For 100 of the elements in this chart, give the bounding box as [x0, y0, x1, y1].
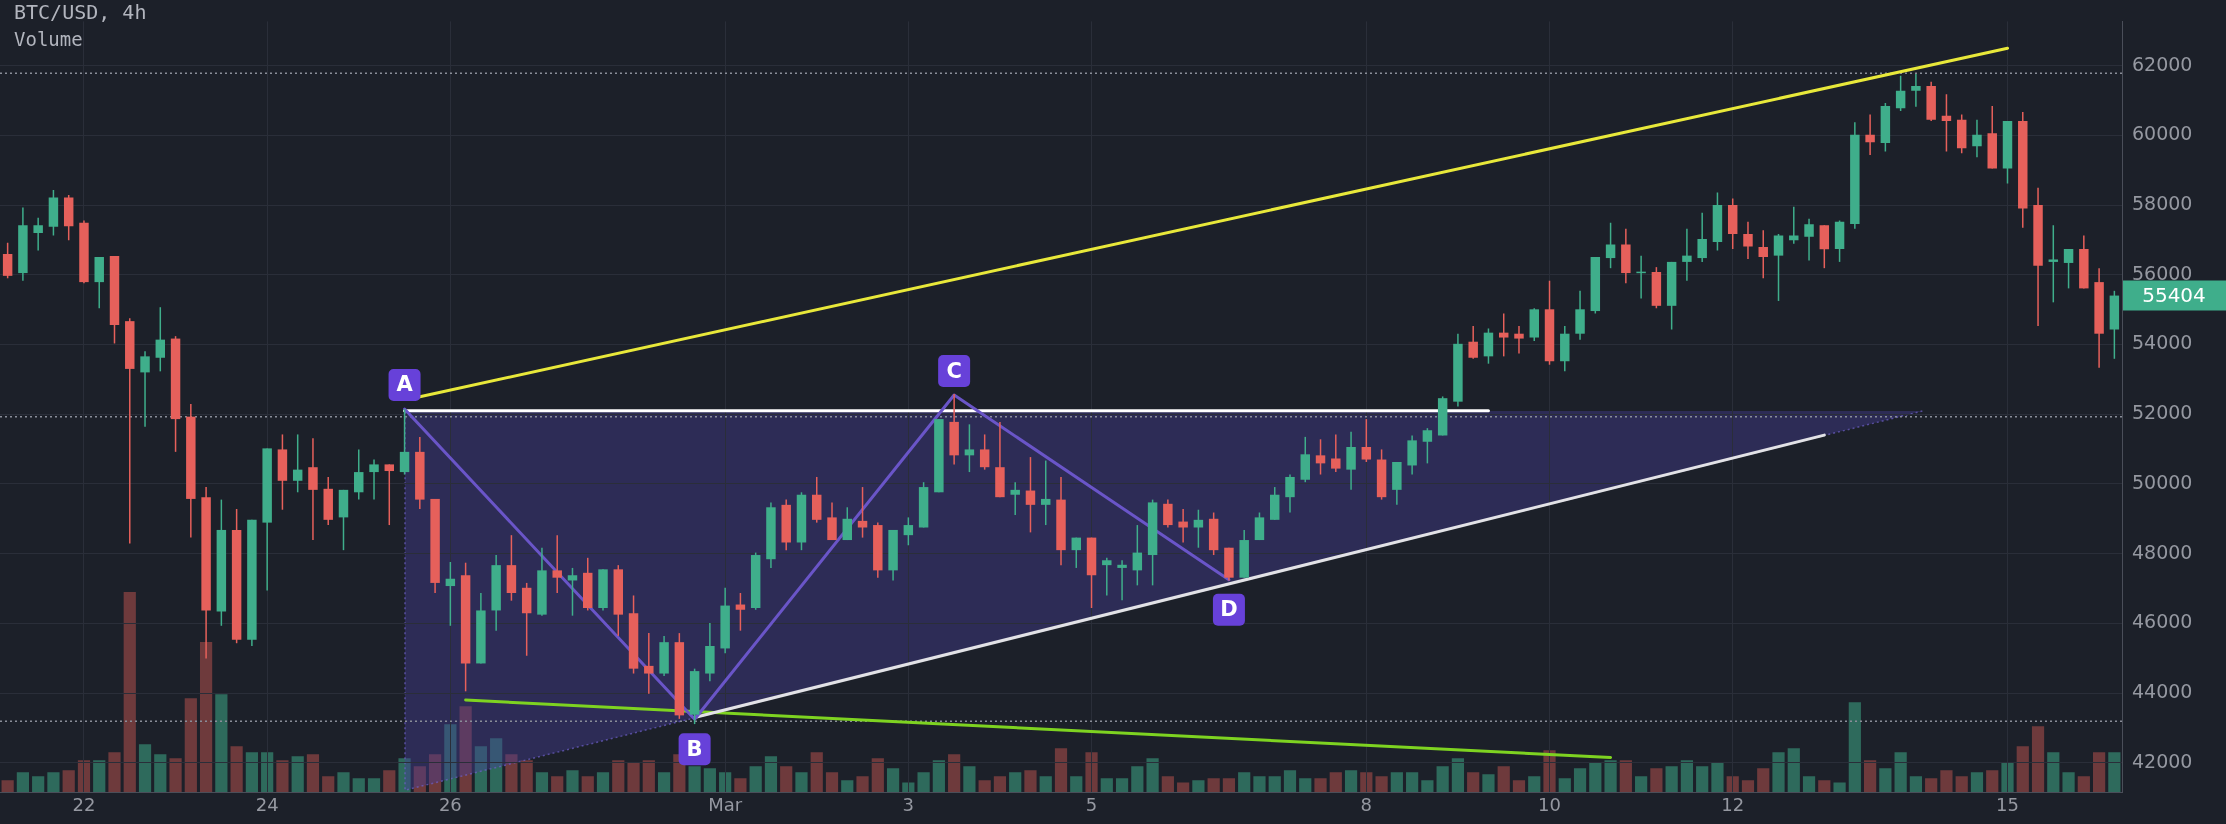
bar: [1, 780, 14, 793]
candlestick: [1483, 327, 1494, 365]
bar: [1329, 772, 1342, 793]
bar: [1940, 770, 1953, 793]
bar: [612, 760, 625, 793]
bar: [1146, 758, 1159, 793]
candlestick: [155, 306, 166, 373]
bar: [47, 772, 60, 793]
bar: [1054, 748, 1068, 793]
bar: [93, 760, 106, 793]
bar: [795, 772, 808, 793]
candlestick: [1331, 433, 1341, 473]
bar: [291, 756, 304, 793]
bar: [1665, 766, 1678, 793]
bar: [1238, 772, 1251, 793]
bar: [428, 754, 442, 793]
candlestick: [979, 433, 990, 471]
bar: [1833, 782, 1846, 793]
bar: [199, 642, 213, 793]
candlestick: [1117, 559, 1127, 602]
y-tick-label: 48000: [2132, 540, 2193, 563]
bar: [32, 776, 45, 793]
bar: [1406, 772, 1419, 793]
bar: [1848, 702, 1861, 793]
bar: [932, 760, 945, 793]
candlestick: [399, 408, 410, 476]
bar: [1344, 770, 1358, 793]
bar: [276, 760, 289, 793]
y-tick-label: 44000: [2132, 680, 2193, 702]
candlestick: [1743, 221, 1753, 260]
candlestick: [445, 561, 456, 627]
bar: [1299, 778, 1312, 793]
bar: [596, 772, 610, 793]
text: 55404: [2142, 282, 2206, 307]
y-tick-label: 54000: [2132, 331, 2193, 354]
bar: [780, 766, 793, 793]
candlestick: [1361, 418, 1372, 463]
bar: [1482, 774, 1495, 793]
bar: [764, 756, 778, 793]
bar: [184, 698, 197, 793]
bar: [474, 746, 487, 793]
bar: [902, 782, 915, 793]
candlestick: [1285, 473, 1295, 514]
bar: [581, 776, 594, 793]
bar: [1177, 782, 1190, 793]
x-tick-label: 15: [1996, 793, 2019, 815]
bar: [856, 776, 869, 793]
candlestick: [567, 567, 578, 617]
bar: [322, 776, 335, 793]
bar: [2092, 752, 2106, 793]
candlestick: [1102, 557, 1112, 597]
candlestick: [33, 216, 43, 252]
candlestick: [1941, 93, 1952, 153]
bar: [1589, 762, 1602, 793]
data-label: A: [396, 372, 414, 397]
bar: [2016, 746, 2029, 793]
bar: [245, 752, 258, 793]
candlestick: [1514, 325, 1524, 355]
bar: [1772, 752, 1785, 793]
bar: [551, 776, 564, 793]
bar: [383, 770, 396, 793]
y-tick-label: 56000: [2132, 261, 2193, 284]
bar: [1818, 780, 1831, 793]
bar: [1696, 766, 1709, 793]
candlestick: [1132, 524, 1143, 587]
bar: [886, 768, 900, 793]
x-tick-label: 26: [438, 793, 462, 815]
bar: [1421, 780, 1434, 793]
candlestick: [2048, 224, 2059, 304]
bar: [1222, 778, 1236, 793]
candlestick: [292, 433, 303, 494]
candlestick: [1468, 325, 1478, 360]
bar: [1283, 770, 1297, 793]
candlestick: [964, 423, 975, 473]
y-tick-label: 42000: [2132, 749, 2193, 772]
candlestick: [1163, 498, 1173, 529]
candlestick: [552, 534, 562, 594]
bar: [993, 776, 1007, 793]
candlestick: [1071, 536, 1081, 569]
candlestick: [1758, 229, 1768, 280]
bar: [2031, 726, 2045, 793]
bar: [1986, 770, 1999, 793]
bar: [719, 772, 732, 793]
bar: [154, 754, 167, 793]
candlestick: [354, 448, 364, 501]
candlestick: [140, 350, 150, 428]
y-tick-label: 58000: [2132, 192, 2193, 215]
bar: [1467, 772, 1480, 793]
candlestick: [1804, 217, 1814, 262]
bar: [1451, 758, 1465, 793]
bar: [1253, 776, 1266, 793]
bar: [810, 752, 823, 793]
chart-title: BTC/USD, 4h: [14, 0, 147, 25]
candlestick: [1422, 427, 1433, 465]
candlestick: [1682, 228, 1692, 282]
candlestick: [1010, 481, 1020, 516]
bar: [2001, 762, 2014, 793]
bar: [841, 780, 854, 793]
candlestick: [827, 501, 837, 541]
candlestick: [2063, 248, 2074, 290]
